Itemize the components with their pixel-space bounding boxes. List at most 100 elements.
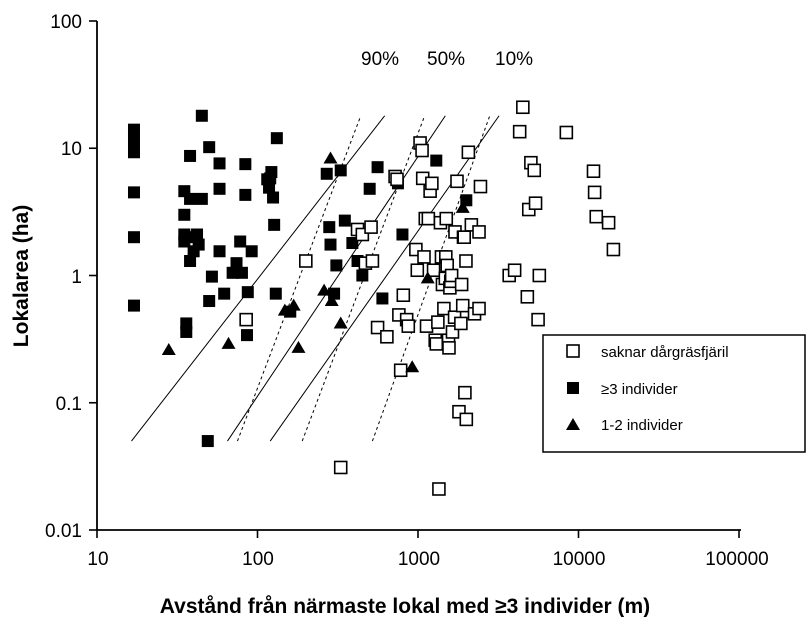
point-filled-square: [213, 182, 226, 195]
point-open-square: [380, 329, 394, 344]
point-filled-square: [127, 186, 140, 199]
curve-line-dashed: [301, 115, 426, 442]
point-filled-triangle: [323, 151, 338, 164]
point-open-square: [507, 263, 522, 278]
point-open-square: [439, 211, 454, 226]
point-filled-square: [376, 292, 389, 305]
point-open-square: [364, 220, 378, 234]
point-filled-triangle: [291, 340, 306, 353]
point-filled-square: [263, 181, 276, 194]
legend-label-saknar: saknar dårgräsfjäril: [601, 344, 729, 361]
point-open-square: [473, 179, 488, 194]
point-filled-square: [192, 238, 205, 251]
point-open-square: [532, 268, 547, 283]
legend-box: [542, 334, 806, 453]
y-tick-label: 1: [71, 267, 82, 288]
point-filled-square: [127, 231, 140, 244]
point-open-square: [365, 254, 380, 268]
point-filled-square: [203, 141, 216, 154]
point-filled-square: [239, 188, 252, 201]
point-filled-triangle: [277, 303, 292, 316]
point-open-square: [457, 230, 471, 244]
point-open-square: [425, 176, 439, 191]
point-filled-square: [218, 287, 231, 300]
point-filled-square: [363, 182, 376, 195]
point-open-square: [429, 337, 444, 351]
point-filled-triangle: [420, 271, 435, 284]
point-open-square: [586, 164, 601, 179]
point-open-square: [415, 143, 429, 158]
point-filled-square: [239, 158, 252, 171]
point-open-square: [419, 319, 434, 333]
point-filled-square: [324, 238, 337, 251]
point-filled-triangle: [317, 283, 332, 296]
point-filled-square: [226, 266, 239, 279]
point-filled-square: [201, 435, 214, 448]
point-filled-square: [195, 109, 208, 122]
point-open-square: [417, 250, 431, 264]
point-open-square: [528, 196, 543, 210]
data-points: [127, 100, 621, 496]
point-filled-square: [203, 295, 216, 308]
point-filled-triangle: [405, 360, 420, 373]
point-filled-square: [356, 269, 369, 282]
point-filled-square: [191, 228, 204, 241]
point-filled-square: [396, 228, 409, 241]
point-open-square: [421, 211, 436, 226]
point-filled-square: [187, 245, 200, 258]
point-filled-square: [269, 287, 282, 300]
x-tick-label: 1000: [398, 549, 440, 570]
point-open-square: [601, 215, 616, 230]
point-open-square: [396, 288, 411, 303]
point-open-square: [454, 277, 469, 292]
point-filled-square: [178, 235, 191, 248]
point-open-square: [455, 298, 470, 313]
point-filled-square: [240, 329, 253, 342]
point-filled-square: [320, 167, 333, 180]
point-filled-square: [195, 192, 208, 205]
point-filled-square: [245, 245, 258, 258]
y-tick-label: 10: [61, 139, 82, 160]
point-open-square: [516, 100, 530, 115]
point-open-square: [527, 163, 542, 178]
point-open-square: [432, 482, 446, 496]
curve-line-solid: [269, 115, 500, 442]
point-filled-square: [430, 154, 443, 167]
point-filled-square: [180, 325, 193, 338]
point-filled-triangle: [161, 342, 176, 355]
point-filled-square: [338, 214, 351, 227]
point-filled-square: [184, 192, 197, 205]
point-filled-square: [371, 161, 384, 174]
point-open-square: [512, 124, 527, 139]
point-open-square: [472, 301, 486, 316]
point-filled-square: [127, 123, 140, 136]
point-filled-square: [270, 132, 283, 145]
point-open-square: [299, 254, 313, 268]
point-open-square: [390, 172, 404, 187]
y-axis-title: Lokalarea (ha): [10, 205, 33, 347]
point-filled-square: [230, 257, 243, 270]
x-tick-label: 100: [242, 549, 274, 570]
point-open-square: [410, 263, 425, 278]
point-open-square: [559, 125, 574, 140]
curve-line-solid: [227, 115, 446, 442]
point-filled-triangle: [324, 294, 339, 307]
point-open-square: [401, 319, 416, 333]
x-tick-label: 10: [87, 549, 108, 570]
point-filled-square: [330, 259, 343, 272]
point-open-square: [444, 268, 459, 283]
curve-label-90: 90%: [361, 49, 399, 70]
point-filled-square: [205, 270, 218, 283]
point-open-square: [459, 412, 474, 427]
point-open-square: [437, 301, 451, 316]
y-tick-label: 0.01: [45, 521, 82, 542]
y-tick-label: 100: [50, 12, 82, 33]
axes: [89, 20, 741, 538]
point-open-square: [450, 174, 464, 189]
point-filled-square: [213, 245, 226, 258]
point-filled-square: [267, 191, 280, 204]
point-open-square: [520, 290, 535, 304]
point-filled-triangle: [455, 200, 470, 213]
point-filled-square: [265, 166, 278, 179]
x-axis-title: Avstånd från närmaste lokal med ≥3 indiv…: [160, 595, 650, 617]
